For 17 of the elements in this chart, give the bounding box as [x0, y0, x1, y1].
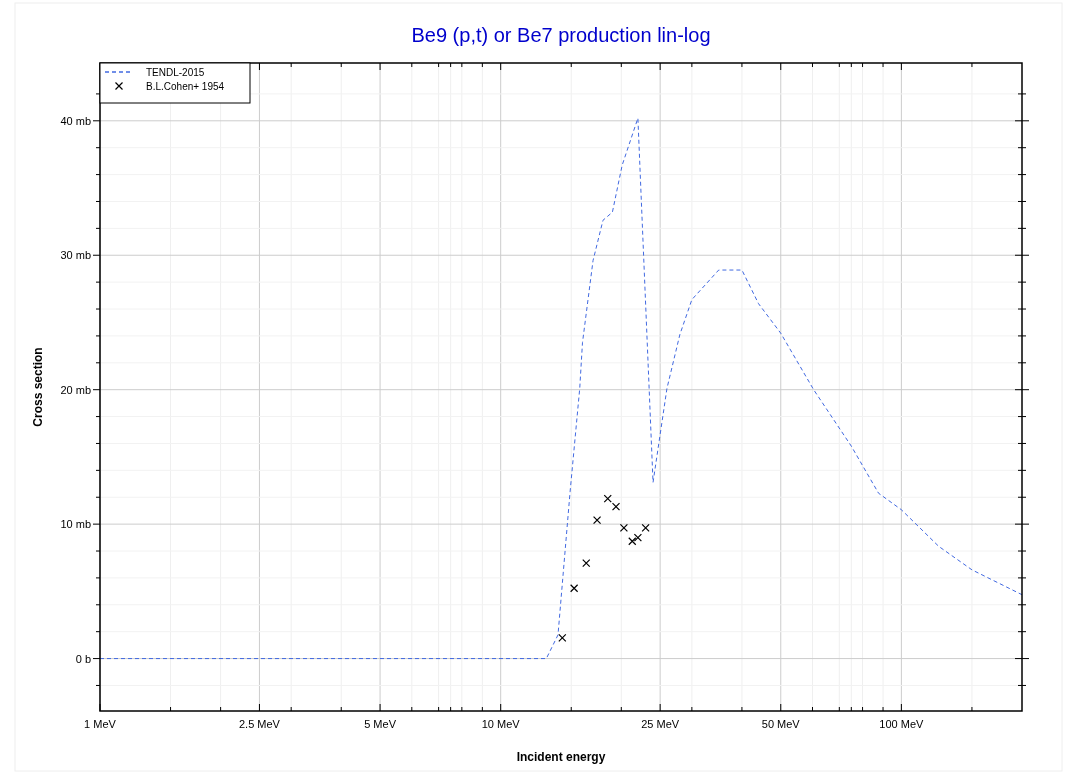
y-tick-label: 30 mb: [60, 249, 91, 262]
x-tick-label: 50 MeV: [761, 718, 801, 730]
legend-label: TENDL-2015: [146, 67, 205, 78]
legend-label: B.L.Cohen+ 1954: [146, 81, 225, 92]
y-tick-label: 10 mb: [60, 518, 91, 531]
y-tick-label: 0 b: [75, 652, 91, 665]
x-tick-label: 100 MeV: [879, 718, 925, 730]
y-axis-title: Cross section: [31, 347, 45, 427]
x-tick-label: 5 MeV: [364, 718, 397, 730]
x-axis-title: Incident energy: [516, 750, 606, 764]
x-tick-label: 1 MeV: [84, 718, 117, 730]
y-tick-label: 40 mb: [60, 114, 91, 127]
x-tick-label: 10 MeV: [481, 718, 521, 730]
x-tick-label: 25 MeV: [641, 718, 680, 730]
y-tick-label: 20 mb: [60, 383, 91, 396]
x-tick-label: 2.5 MeV: [238, 718, 281, 730]
chart-title: Be9 (p,t) or Be7 production lin-log: [411, 24, 711, 46]
